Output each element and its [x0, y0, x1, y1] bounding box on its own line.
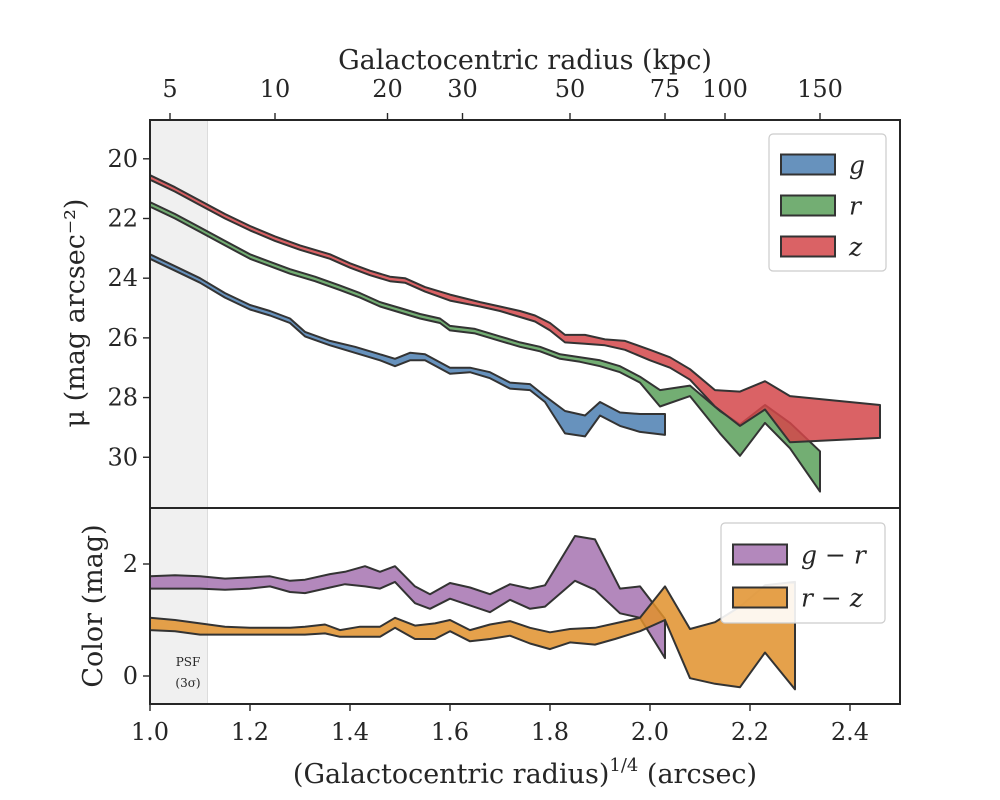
- x-tick-label: 1.4: [331, 718, 369, 746]
- legend-label-r: r: [849, 192, 863, 221]
- bottom-plot-frame: [149, 507, 901, 705]
- band-g: [149, 253, 666, 438]
- x-tick-label: 1.6: [431, 718, 469, 746]
- top-axis-tick-label: 150: [797, 75, 843, 103]
- legend-swatch-r-z: [732, 586, 788, 609]
- top-axis-tick-label: 5: [162, 75, 177, 103]
- x-tick-label: 2.4: [831, 718, 869, 746]
- top-axis-title: Galactocentric radius (kpc): [338, 45, 712, 76]
- legend-swatch-g-r: [732, 543, 788, 566]
- legend-swatch-g: [780, 153, 836, 176]
- top-axis-tick-label: 30: [447, 75, 478, 103]
- band-r-z: [149, 580, 796, 691]
- x-tick-label: 2.2: [731, 718, 769, 746]
- x-tick-label: 2.0: [631, 718, 669, 746]
- y-tick-label-top: 28: [107, 384, 138, 412]
- x-tick-label: 1.2: [231, 718, 269, 746]
- y-axis-title-bottom: Color (mag): [78, 524, 109, 687]
- legend-label-g: g: [849, 151, 865, 180]
- legend-swatch-r: [780, 194, 836, 217]
- y-tick-label-bottom: 0: [123, 662, 138, 690]
- band-z: [149, 174, 881, 444]
- psf-region-bottom: [149, 507, 208, 705]
- y-tick-label-top: 24: [107, 264, 138, 292]
- x-axis-title: (Galactocentric radius)1/4 (arcsec): [293, 755, 757, 790]
- psf-label-sigma: (3σ): [175, 676, 200, 690]
- bottom-panel: 0 2 1.0 1.2 1.4 1.6 1.8 2.0 2.2 2.4 g − r r − z: [123, 507, 901, 746]
- y-tick-label-bottom: 2: [123, 550, 138, 578]
- top-panel: 20 22 24 26 28 30 5 10 20 30 50 75 100 150 grz: [107, 75, 901, 509]
- y-tick-label-top: 30: [107, 443, 138, 471]
- legend-swatch-z: [780, 235, 836, 258]
- x-tick-label: 1.8: [531, 718, 569, 746]
- top-axis-tick-label: 100: [702, 75, 748, 103]
- psf-region-top: [149, 119, 208, 509]
- top-axis-tick-label: 75: [650, 75, 681, 103]
- top-axis-tick-label: 10: [260, 75, 291, 103]
- psf-label: PSF: [176, 655, 201, 669]
- legend-label-z: z: [848, 233, 863, 262]
- legend-label-g-r: g − r: [801, 541, 868, 570]
- y-tick-label-top: 20: [107, 145, 138, 173]
- x-tick-label: 1.0: [131, 718, 169, 746]
- y-axis-title-top: μ (mag arcsec⁻²): [60, 199, 91, 428]
- y-tick-label-top: 22: [107, 204, 138, 232]
- band-g-r: [149, 535, 666, 660]
- y-tick-label-top: 26: [107, 324, 138, 352]
- band-r: [149, 201, 821, 493]
- legend-label-r-z: r − z: [801, 584, 864, 613]
- top-axis-tick-label: 50: [555, 75, 586, 103]
- top-axis-tick-label: 20: [372, 75, 403, 103]
